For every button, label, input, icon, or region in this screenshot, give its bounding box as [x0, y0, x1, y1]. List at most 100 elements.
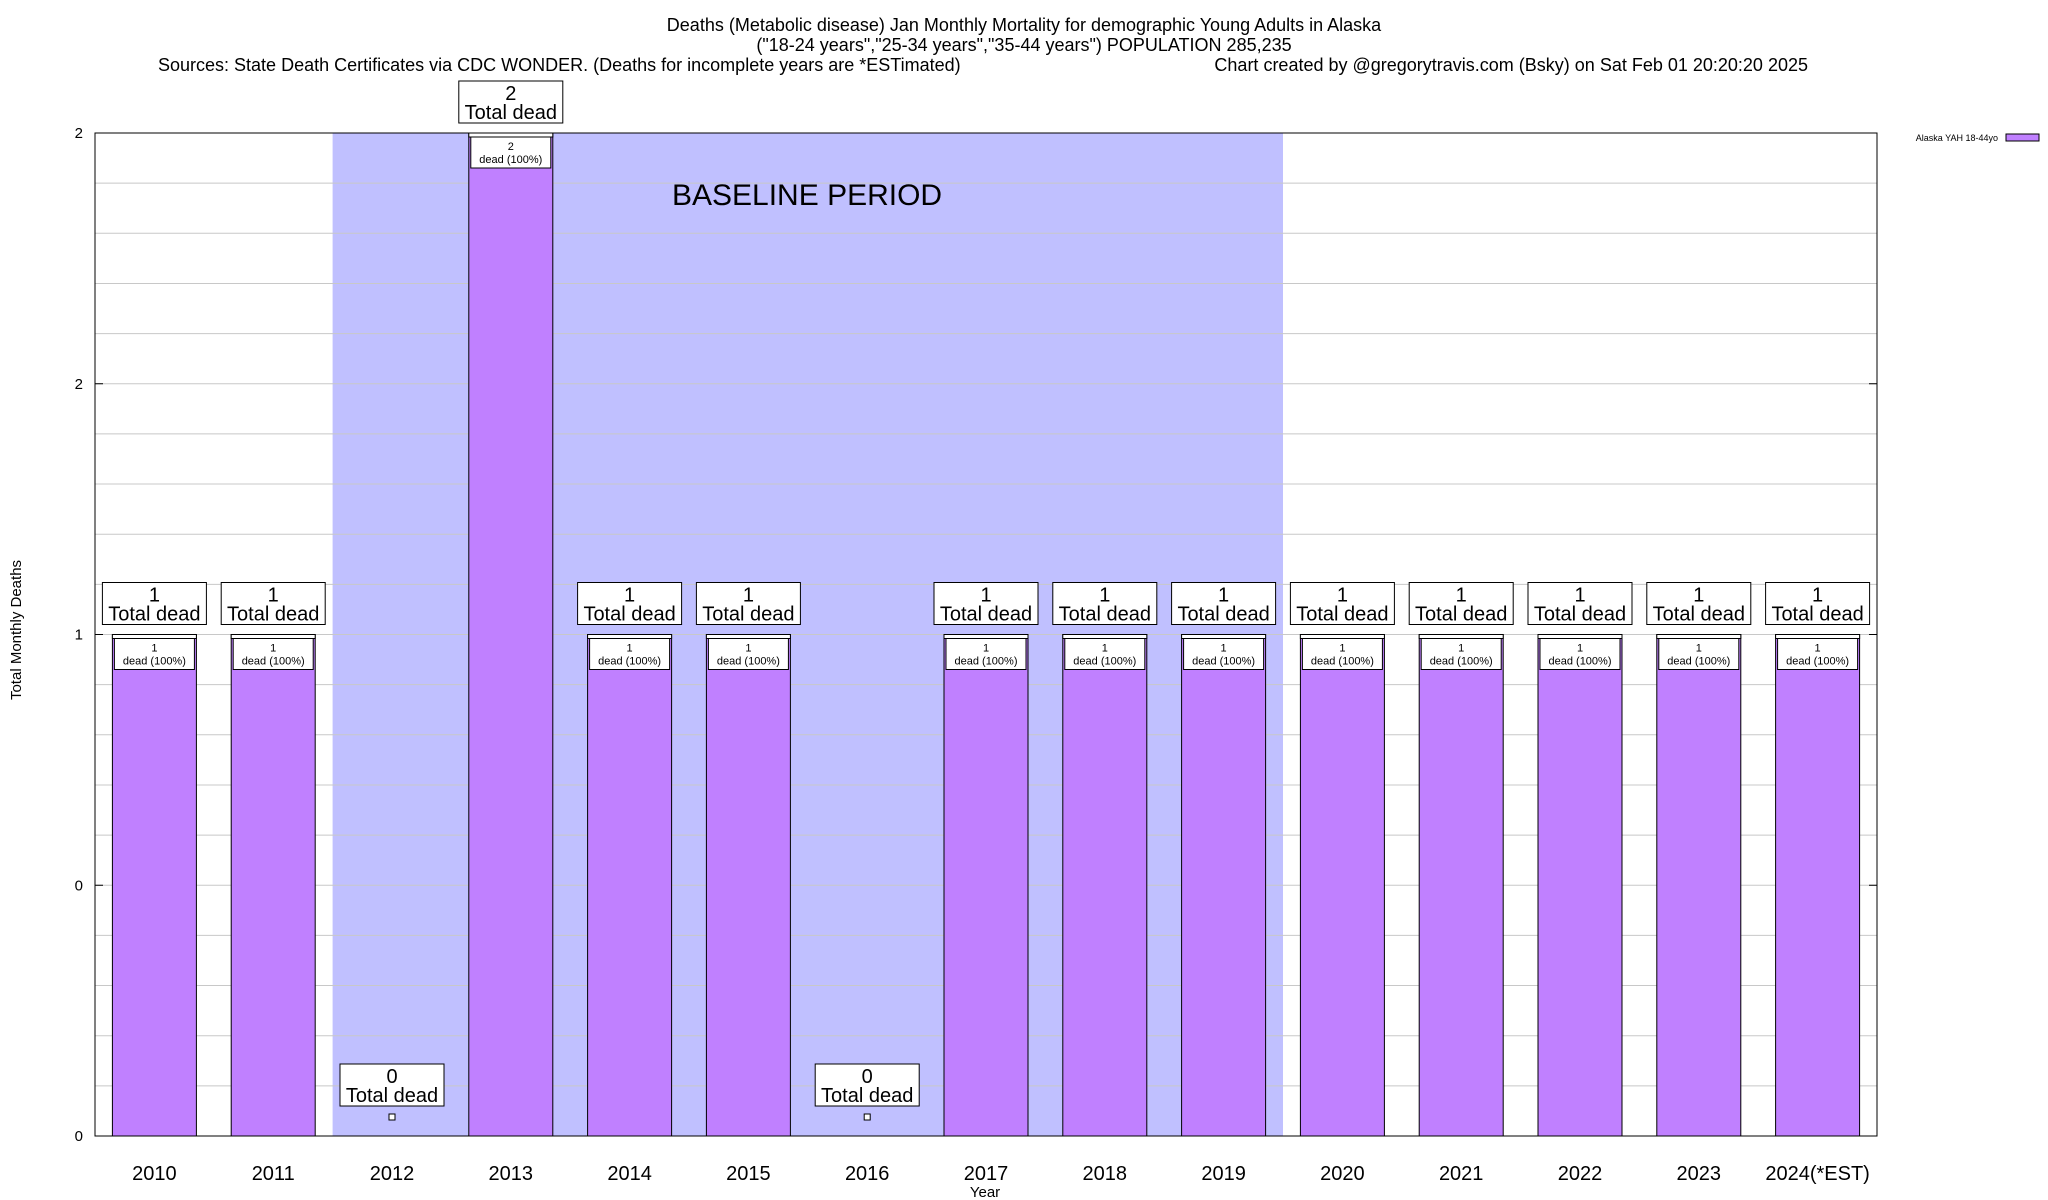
plot-frame [94, 132, 1878, 1137]
bar-cap [111, 634, 197, 639]
total-label: Total dead [1059, 604, 1151, 626]
total-value: 1 [1812, 585, 1823, 607]
x-tick-label: 2018 [1083, 1163, 1128, 1185]
bar-inner-value: 1 [1458, 643, 1464, 655]
bar-inner-label-box [1301, 638, 1383, 670]
bar [1775, 634, 1861, 1137]
x-tick-label: 2024(*EST) [1765, 1163, 1870, 1185]
x-tick-label: 2023 [1677, 1163, 1722, 1185]
total-label-box [933, 582, 1039, 625]
total-label-box [695, 582, 801, 625]
y-tick-label: 2 [75, 125, 83, 142]
bar-cap [705, 634, 791, 639]
bar-cap [1656, 634, 1742, 639]
baseline-period-label: BASELINE PERIOD [672, 179, 942, 212]
bar-inner-label: dead (100%) [1549, 656, 1612, 668]
total-label-box [1408, 582, 1514, 625]
bar-inner-label: dead (100%) [242, 656, 305, 668]
bar-inner-label: dead (100%) [955, 656, 1018, 668]
total-label-box [458, 80, 564, 124]
bar-cap [1418, 634, 1504, 639]
bar-inner-label-box [589, 638, 671, 670]
bar-inner-label-box [470, 136, 552, 169]
y-tick-label: 2 [75, 376, 83, 393]
bar [1537, 634, 1623, 1137]
bar-cap [1775, 634, 1861, 639]
bar [1181, 634, 1267, 1137]
x-tick-label: 2013 [489, 1163, 534, 1185]
bar-inner-label-box [1183, 638, 1265, 670]
total-label-box [1171, 582, 1277, 625]
bar [943, 634, 1029, 1137]
total-label-box [1527, 582, 1633, 625]
x-axis-label: Year [970, 1184, 1000, 1200]
total-label: Total dead [108, 604, 200, 626]
total-label: Total dead [227, 604, 319, 626]
bar-cap [587, 634, 673, 639]
total-value: 1 [743, 585, 754, 607]
x-tick-label: 2011 [252, 1163, 295, 1185]
bar [111, 634, 197, 1137]
bar [1299, 634, 1385, 1137]
bar [230, 634, 316, 1137]
x-tick-label: 2010 [132, 1163, 177, 1185]
y-axis-label: Total Monthly Deaths [8, 560, 25, 700]
y-tick-label: 0 [75, 877, 83, 894]
legend: Alaska YAH 18-44yo [1916, 133, 2040, 143]
bar-inner-value: 1 [1221, 643, 1227, 655]
bar-inner-label: dead (100%) [717, 656, 780, 668]
x-tick-label: 2019 [1201, 1163, 1246, 1185]
bar-inner-label-box [1658, 638, 1740, 670]
bar-inner-label-box [232, 638, 314, 670]
bar-cap [468, 132, 554, 138]
chart-credit: Chart created by @gregorytravis.com (Bsk… [1214, 55, 1808, 75]
bar-inner-label-box [1420, 638, 1502, 670]
total-label: Total dead [583, 604, 675, 626]
bar-inner-label: dead (100%) [598, 656, 661, 668]
bar-inner-label: dead (100%) [1667, 656, 1730, 668]
total-label-box [1052, 582, 1158, 625]
total-value: 2 [505, 83, 516, 105]
x-tick-label: 2016 [845, 1163, 890, 1185]
bar-inner-value: 1 [745, 643, 751, 655]
bar-cap [1537, 634, 1623, 639]
bar-inner-label-box [1777, 638, 1859, 670]
total-value: 1 [1456, 585, 1467, 607]
legend-swatch [2005, 133, 2040, 142]
y-tick-label: 0 [75, 1128, 83, 1145]
total-label: Total dead [1653, 604, 1745, 626]
bar [1418, 634, 1504, 1137]
chart-title-line-2: ("18-24 years","25-34 years","35-44 year… [756, 35, 1291, 55]
total-value: 1 [1693, 585, 1704, 607]
x-tick-label: 2014 [607, 1163, 652, 1185]
x-tick-label: 2015 [726, 1163, 771, 1185]
total-label: Total dead [940, 604, 1032, 626]
bar-inner-value: 2 [508, 141, 514, 153]
bar-inner-value: 1 [1815, 643, 1821, 655]
total-value: 1 [1574, 585, 1585, 607]
x-tick-label: 2022 [1558, 1163, 1603, 1185]
bar-inner-label: dead (100%) [1786, 656, 1849, 668]
bar-inner-label: dead (100%) [1430, 656, 1493, 668]
total-value: 1 [980, 585, 991, 607]
bar-inner-label: dead (100%) [1192, 656, 1255, 668]
total-label: Total dead [1534, 604, 1626, 626]
total-label-box [220, 582, 326, 625]
chart-sources: Sources: State Death Certificates via CD… [158, 55, 961, 75]
bar-inner-value: 1 [1696, 643, 1702, 655]
bar-inner-label-box [1064, 638, 1146, 670]
bar-cap [1181, 634, 1267, 639]
bar-inner-label-box [113, 638, 195, 670]
total-label: Total dead [1296, 604, 1388, 626]
bar [705, 634, 791, 1137]
